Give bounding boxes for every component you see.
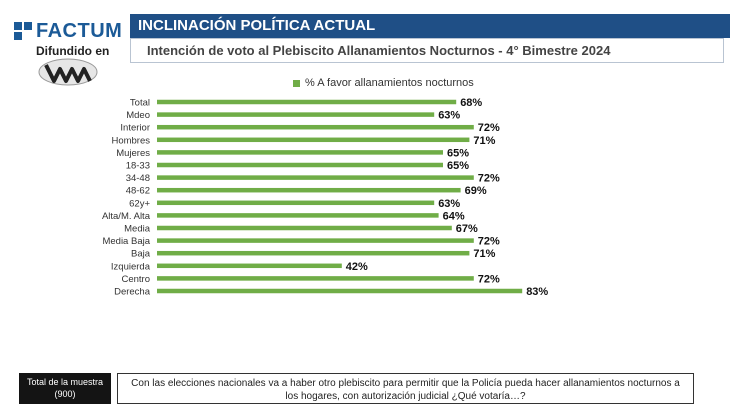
page-title: INCLINACIÓN POLÍTICA ACTUAL xyxy=(130,14,730,38)
bar xyxy=(157,225,452,231)
category-label: Media Baja xyxy=(102,236,150,247)
category-label: Baja xyxy=(131,249,151,260)
bar xyxy=(157,99,457,105)
data-label: 65% xyxy=(447,147,469,159)
sample-size-box: Total de la muestra (900) xyxy=(19,373,111,404)
data-label: 64% xyxy=(443,210,465,222)
bar xyxy=(157,187,461,193)
category-label: Media xyxy=(124,224,151,235)
bar xyxy=(157,200,435,206)
data-label: 83% xyxy=(526,286,548,298)
bar xyxy=(157,175,474,180)
sample-size-label: Total de la muestra xyxy=(26,377,104,387)
bar xyxy=(157,137,470,143)
data-label: 71% xyxy=(473,248,495,260)
survey-question: Con las elecciones nacionales va a haber… xyxy=(117,373,694,404)
legend-swatch xyxy=(293,79,300,87)
data-label: 71% xyxy=(473,135,495,147)
category-label: Total xyxy=(130,98,150,109)
data-label: 72% xyxy=(478,173,500,185)
data-label: 69% xyxy=(465,185,487,197)
bar xyxy=(157,213,439,218)
factum-mark-icon xyxy=(14,22,32,40)
data-label: 67% xyxy=(456,223,478,235)
bar xyxy=(157,162,443,168)
category-label: Centro xyxy=(121,274,150,285)
category-label: Alta/M. Alta xyxy=(102,211,151,222)
category-label: Interior xyxy=(120,123,150,134)
category-label: Mdeo xyxy=(126,110,150,121)
bar-chart: Total 68% Mdeo 63% Interior 72% Hombres 71% Muje… xyxy=(102,97,548,298)
data-label: 63% xyxy=(438,198,460,210)
bar xyxy=(157,112,435,117)
sample-size-value: (900) xyxy=(54,389,76,399)
category-label: 62y+ xyxy=(129,198,150,209)
data-label: 65% xyxy=(447,160,469,172)
category-label: Izquierda xyxy=(111,261,151,272)
bar xyxy=(157,263,342,269)
category-label: Mujeres xyxy=(116,148,150,159)
brand-name: FACTUM xyxy=(36,20,123,42)
tv-channel-logo-icon xyxy=(38,58,98,86)
category-label: Derecha xyxy=(114,287,151,298)
data-label: 72% xyxy=(478,273,500,285)
bar xyxy=(157,150,443,155)
category-label: 34-48 xyxy=(126,173,150,184)
data-label: 63% xyxy=(438,110,460,122)
data-label: 72% xyxy=(478,122,500,134)
bar xyxy=(157,250,470,256)
bar xyxy=(157,288,523,294)
data-label: 42% xyxy=(346,261,368,273)
broadcast-label: Difundido en xyxy=(36,44,110,58)
factum-logo: FACTUM Difundido en xyxy=(10,20,122,90)
bar xyxy=(157,276,474,281)
data-label: 72% xyxy=(478,236,500,248)
category-label: Hombres xyxy=(111,135,150,146)
data-label: 68% xyxy=(460,97,482,109)
chart-legend: % A favor allanamientos nocturnos xyxy=(293,77,474,89)
bar xyxy=(157,124,474,130)
category-label: 18-33 xyxy=(126,161,150,172)
chart-subtitle: Intención de voto al Plebiscito Allanami… xyxy=(130,38,724,63)
legend-label: % A favor allanamientos nocturnos xyxy=(305,77,474,89)
category-label: 48-62 xyxy=(126,186,150,197)
bar xyxy=(157,238,474,243)
